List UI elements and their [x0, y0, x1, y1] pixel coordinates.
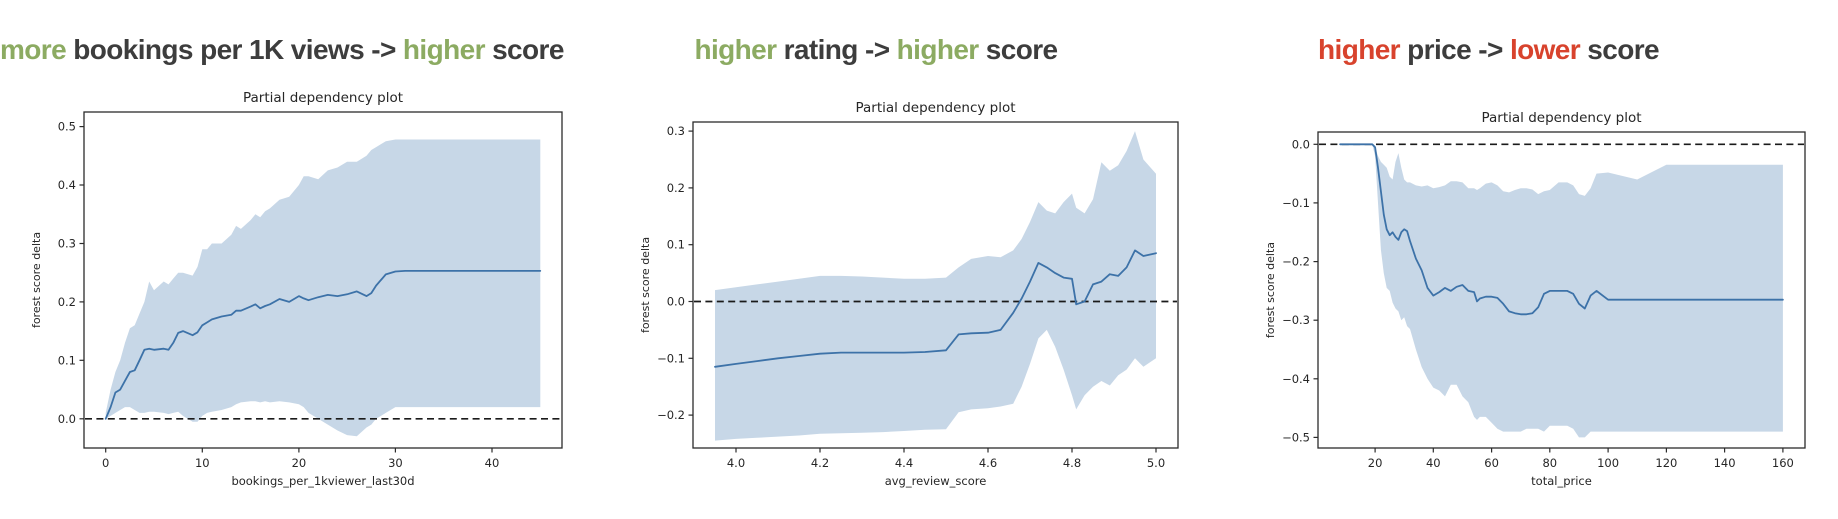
- x-tick-label: 100: [1597, 456, 1619, 470]
- y-axis-label: forest score delta: [1264, 242, 1277, 338]
- y-axis-label: forest score delta: [639, 237, 652, 333]
- y-tick-label: −0.1: [657, 351, 685, 365]
- chart-title: Partial dependency plot: [1481, 110, 1641, 126]
- panel-rating: higher rating -> higher score Partial de…: [613, 0, 1225, 519]
- y-tick-label: 0.5: [58, 120, 76, 134]
- x-tick-label: 160: [1772, 456, 1794, 470]
- headline-segment-green: higher: [896, 34, 980, 65]
- y-tick-label: 0.4: [58, 178, 76, 192]
- panel-price: higher price -> lower score Partial depe…: [1225, 0, 1838, 519]
- x-tick-label: 60: [1484, 456, 1499, 470]
- y-tick-label: 0.3: [667, 124, 685, 138]
- y-tick-label: 0.1: [58, 353, 76, 367]
- x-tick-label: 4.2: [811, 456, 829, 470]
- pdp-chart-rating: Partial dependency plot avg_review_score f…: [639, 100, 1179, 488]
- mean-partial-dependence-line: [104, 269, 542, 420]
- y-tick-label: −0.2: [1282, 255, 1310, 269]
- x-axis-label: avg_review_score: [885, 474, 987, 488]
- axes-box: [1317, 131, 1806, 449]
- y-tick-label: 0.0: [667, 295, 685, 309]
- x-tick-label: 4.0: [727, 456, 745, 470]
- chart-title: Partial dependency plot: [855, 100, 1015, 116]
- x-tick-label: 30: [388, 456, 403, 470]
- axes-box: [692, 121, 1179, 449]
- headline-bookings: more bookings per 1K views -> higher sco…: [0, 34, 613, 66]
- headline-segment-dark: score: [1580, 34, 1659, 65]
- x-tick-label: 120: [1655, 456, 1677, 470]
- x-tick-label: 40: [485, 456, 500, 470]
- y-tick-label: 0.0: [1292, 137, 1310, 151]
- y-tick-label: −0.3: [1282, 313, 1310, 327]
- pdp-chart-price: Partial dependency plot total_price forest…: [1264, 110, 1806, 488]
- pdp-chart-bookings: Partial dependency plot bookings_per_1kvi…: [30, 90, 563, 488]
- y-tick-label: 0.3: [58, 237, 76, 251]
- x-tick-label: 5.0: [1147, 456, 1165, 470]
- x-tick-label: 4.4: [895, 456, 913, 470]
- x-tick-label: 20: [1368, 456, 1383, 470]
- y-tick-label: 0.1: [667, 238, 685, 252]
- headline-segment-dark: score: [978, 34, 1058, 65]
- x-tick-label: 80: [1542, 456, 1557, 470]
- confidence-band: [715, 131, 1156, 441]
- headline-segment-dark: score: [484, 34, 564, 65]
- headline-segment-green: higher: [694, 34, 777, 65]
- x-tick-label: 0: [102, 456, 109, 470]
- headline-segment-green: higher: [402, 34, 486, 65]
- mean-partial-dependence-line: [714, 249, 1157, 368]
- headline-rating: higher rating -> higher score: [613, 34, 1225, 66]
- headline-segment-dark: rating ->: [776, 34, 897, 65]
- y-tick-label: −0.2: [657, 408, 685, 422]
- y-axis-label: forest score delta: [30, 232, 43, 328]
- y-tick-label: −0.4: [1282, 372, 1310, 386]
- x-tick-label: 140: [1714, 456, 1736, 470]
- chart-title: Partial dependency plot: [243, 90, 403, 106]
- confidence-band: [105, 139, 541, 437]
- x-tick-label: 4.6: [979, 456, 997, 470]
- y-tick-label: 0.0: [58, 412, 76, 426]
- x-tick-label: 20: [292, 456, 307, 470]
- headline-price: higher price -> lower score: [1225, 34, 1838, 66]
- x-axis-label: total_price: [1531, 474, 1592, 488]
- x-axis-label: bookings_per_1kviewer_last30d: [231, 474, 414, 488]
- panel-bookings: more bookings per 1K views -> higher sco…: [0, 0, 613, 519]
- y-tick-label: 0.2: [667, 181, 685, 195]
- headline-segment-dark: bookings per 1K views ->: [66, 34, 403, 65]
- x-tick-label: 4.8: [1063, 456, 1081, 470]
- x-tick-label: 10: [195, 456, 210, 470]
- y-tick-label: 0.2: [58, 295, 76, 309]
- headline-segment-red: lower: [1509, 34, 1581, 65]
- y-tick-label: −0.1: [1282, 196, 1310, 210]
- x-tick-label: 40: [1426, 456, 1441, 470]
- headline-segment-green: more: [0, 34, 67, 65]
- y-tick-label: −0.5: [1282, 430, 1310, 444]
- mean-partial-dependence-line: [1339, 143, 1784, 316]
- axes-box: [83, 111, 563, 449]
- headline-segment-dark: price ->: [1399, 34, 1510, 65]
- headline-segment-red: higher: [1318, 34, 1401, 65]
